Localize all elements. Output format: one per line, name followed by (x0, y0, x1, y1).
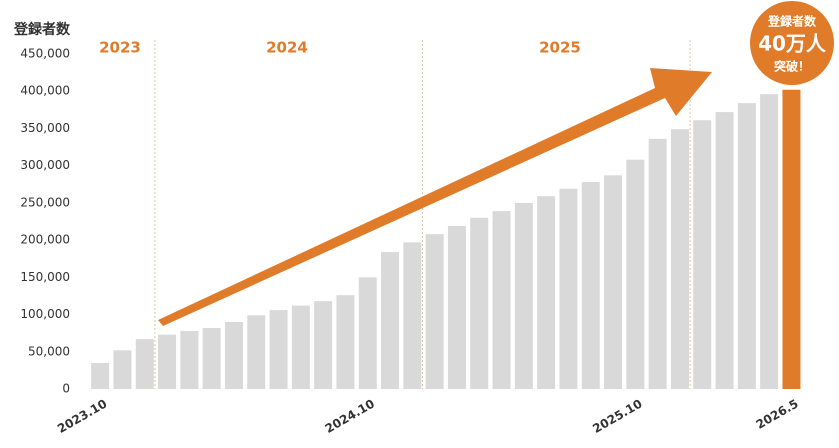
y-tick-label: 0 (62, 382, 70, 396)
bar (715, 112, 734, 390)
badge (750, 1, 834, 85)
trend-arrow (158, 68, 712, 326)
y-axis-title: 登録者数 (13, 21, 71, 38)
y-tick-label: 300,000 (20, 158, 70, 172)
bar (113, 350, 132, 389)
y-tick-label: 150,000 (20, 270, 70, 284)
x-tick-label: 2024.10 (323, 397, 377, 436)
bar (626, 159, 645, 389)
year-label: 2025 (539, 39, 581, 57)
y-tick-label: 350,000 (20, 121, 70, 135)
bar (247, 315, 266, 389)
bar (514, 202, 533, 389)
badge-line: 40万人 (758, 32, 827, 56)
y-tick-label: 450,000 (20, 47, 70, 61)
x-tick-label: 2026.5 (754, 397, 801, 432)
bar (403, 242, 422, 389)
bars (91, 89, 801, 390)
bar (604, 175, 623, 389)
bar (559, 188, 578, 389)
year-label: 2024 (266, 39, 308, 57)
bar (291, 305, 310, 389)
badge-line: 登録者数 (767, 14, 817, 29)
bar (537, 196, 556, 389)
y-tick-label: 400,000 (20, 84, 70, 98)
bar (224, 322, 243, 389)
bar (336, 295, 355, 389)
bar (91, 362, 110, 389)
y-tick-label: 250,000 (20, 195, 70, 209)
bar (447, 225, 466, 389)
year-label: 2023 (99, 39, 141, 57)
bar (648, 138, 667, 389)
bar (425, 234, 444, 389)
bar (135, 339, 154, 389)
y-tick-label: 200,000 (20, 233, 70, 247)
bar (670, 129, 689, 389)
bar (314, 301, 333, 389)
bar (180, 330, 199, 389)
bar (760, 94, 779, 389)
badge-line: 突破！ (774, 59, 810, 74)
x-tick-label: 2025.10 (590, 397, 644, 436)
bar (492, 211, 511, 389)
bar (581, 182, 600, 389)
bar (158, 334, 177, 389)
x-tick-label: 2023.10 (55, 397, 109, 436)
bar (202, 327, 221, 389)
bar (269, 310, 288, 389)
bar (693, 120, 712, 389)
bar (381, 252, 400, 389)
bar (470, 217, 489, 389)
y-tick-label: 50,000 (28, 344, 70, 358)
bar (358, 277, 377, 389)
bar (782, 89, 801, 389)
y-tick-label: 100,000 (20, 307, 70, 321)
bar (737, 103, 756, 389)
